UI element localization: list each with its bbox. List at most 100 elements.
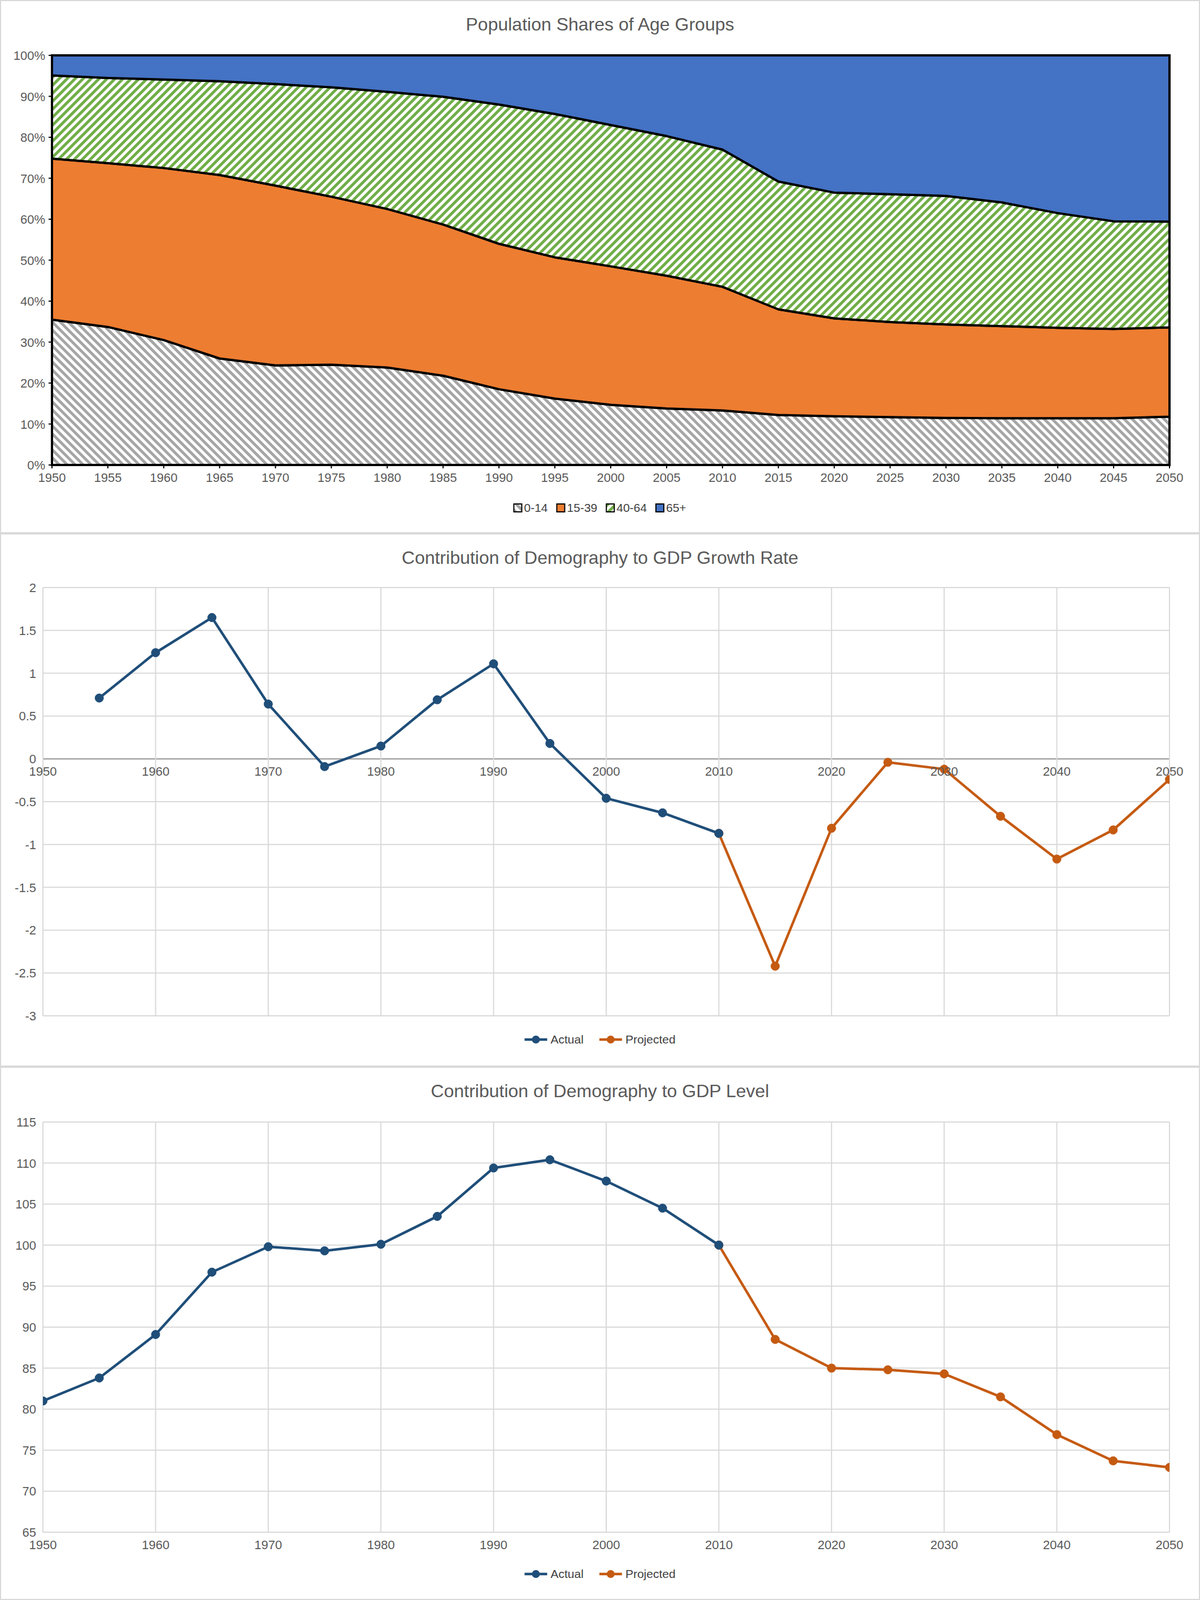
y-tick-label: -3 (24, 1009, 37, 1024)
x-tick-label: 2020 (817, 1537, 846, 1552)
grid-line-x (380, 1122, 382, 1533)
tick-mark-x (1001, 464, 1003, 469)
x-tick-label: 2050 (1155, 1537, 1184, 1552)
y-tick-label: 105 (15, 1197, 37, 1212)
x-tick-label: 1965 (205, 470, 234, 485)
series-marker (489, 659, 498, 668)
series-marker (320, 1246, 329, 1255)
x-tick-label: 2020 (820, 470, 849, 485)
y-tick-label: 2 (29, 580, 37, 595)
tick-mark-x (1112, 464, 1115, 469)
series-marker (940, 1369, 949, 1378)
y-tick-label: 30% (20, 335, 46, 350)
series-line (42, 1159, 719, 1402)
grid-line-x (493, 587, 495, 1016)
series-marker (714, 1240, 724, 1250)
y-tick-label: -2.5 (14, 966, 37, 981)
legend-item: Actual (524, 1032, 584, 1046)
y-tick-label: 90 (22, 1320, 37, 1335)
x-tick-label: 2030 (932, 470, 960, 485)
tick-mark-x (498, 464, 500, 469)
x-tick-label: 1990 (479, 1537, 508, 1552)
x-tick-label: 2040 (1042, 764, 1071, 779)
x-tick-label: 2010 (708, 470, 737, 485)
area-segment (51, 55, 1170, 222)
legend-swatch-marker (532, 1570, 541, 1578)
x-tick-label: 1950 (38, 470, 67, 485)
grid-line-x (267, 587, 269, 1016)
series-marker (996, 811, 1005, 821)
legend-label: 65+ (666, 501, 687, 515)
legend-swatch (514, 503, 523, 512)
series-marker (714, 1240, 724, 1250)
legend: ActualProjected (524, 1567, 676, 1581)
grid-line-x (943, 1122, 945, 1533)
tick-mark-x (219, 464, 221, 469)
series-marker (996, 1392, 1005, 1402)
chart-stack: Population Shares of Age Groups0%10%20%3… (0, 0, 1200, 1600)
tick-mark-y (48, 341, 52, 343)
series-line (718, 1245, 1170, 1468)
legend-swatch-marker (532, 1035, 541, 1044)
x-tick-label: 1985 (429, 470, 458, 485)
x-tick-label: 1970 (254, 764, 282, 779)
tick-mark-x (107, 464, 109, 469)
series-marker (489, 1163, 498, 1173)
series-marker (883, 1365, 893, 1375)
legend: Actual Projected (524, 1032, 676, 1046)
tick-mark-x (554, 464, 556, 469)
x-tick-label: 1990 (479, 764, 508, 779)
y-tick-label: 60% (20, 212, 46, 227)
y-tick-label: 80% (20, 130, 46, 145)
tick-mark-x (777, 464, 780, 469)
chart-panel: Contribution of Demography to GDP Growth… (0, 533, 1200, 1067)
series-marker (94, 693, 104, 703)
legend-item: 65+ (655, 501, 687, 515)
y-tick-label: 80 (22, 1402, 37, 1417)
legend: 0-1415-3940-6465+ (514, 501, 687, 515)
y-tick-label: 70% (20, 171, 46, 186)
tick-mark-y (48, 423, 52, 425)
series-marker (432, 695, 442, 704)
x-tick-label: 1960 (141, 1537, 170, 1552)
series-marker (658, 1203, 667, 1213)
x-tick-label: 1990 (485, 470, 513, 485)
chart-panel: Contribution of Demography to GDP Level6… (0, 1066, 1200, 1600)
x-tick-label: 2040 (1042, 1537, 1071, 1552)
series-marker (1109, 825, 1118, 835)
tick-mark-y (48, 136, 52, 138)
tick-mark-y (48, 300, 52, 302)
y-tick-label: -0.5 (14, 794, 37, 810)
grid-line-x (380, 587, 382, 1016)
panel-border (0, 0, 1200, 533)
series-marker (771, 962, 780, 971)
series-marker (827, 823, 836, 833)
series-marker (432, 1211, 442, 1221)
x-tick-label: 1980 (367, 764, 395, 779)
tick-mark-y (48, 218, 52, 220)
y-tick-label: -1.5 (14, 880, 37, 895)
plot-area (94, 613, 1170, 971)
tick-mark-x (722, 464, 724, 469)
x-tick-label: 1980 (373, 470, 402, 485)
series-line (99, 617, 720, 834)
chart-title: Contribution of Demography to GDP Level (431, 1080, 770, 1102)
tick-mark-x (386, 464, 388, 469)
grid-line-x (831, 1122, 833, 1533)
tick-mark-x (666, 464, 668, 469)
legend-label: Actual (550, 1032, 584, 1046)
series-marker (151, 1330, 160, 1339)
x-tick-label: 1970 (254, 1537, 282, 1552)
series-marker (545, 738, 555, 748)
x-tick-label: 2045 (1100, 470, 1128, 485)
legend-swatch (557, 503, 565, 512)
x-tick-label: 2030 (930, 764, 959, 779)
grid-line-x (42, 587, 44, 1016)
x-tick-label: 1995 (541, 470, 569, 485)
legend-item: Projected (599, 1032, 676, 1046)
plot-area (42, 1155, 1170, 1472)
y-tick-label: 50% (20, 253, 46, 268)
y-tick-label: 100 (15, 1238, 37, 1253)
tick-mark-x (1168, 464, 1171, 469)
series-marker (1109, 1456, 1118, 1465)
